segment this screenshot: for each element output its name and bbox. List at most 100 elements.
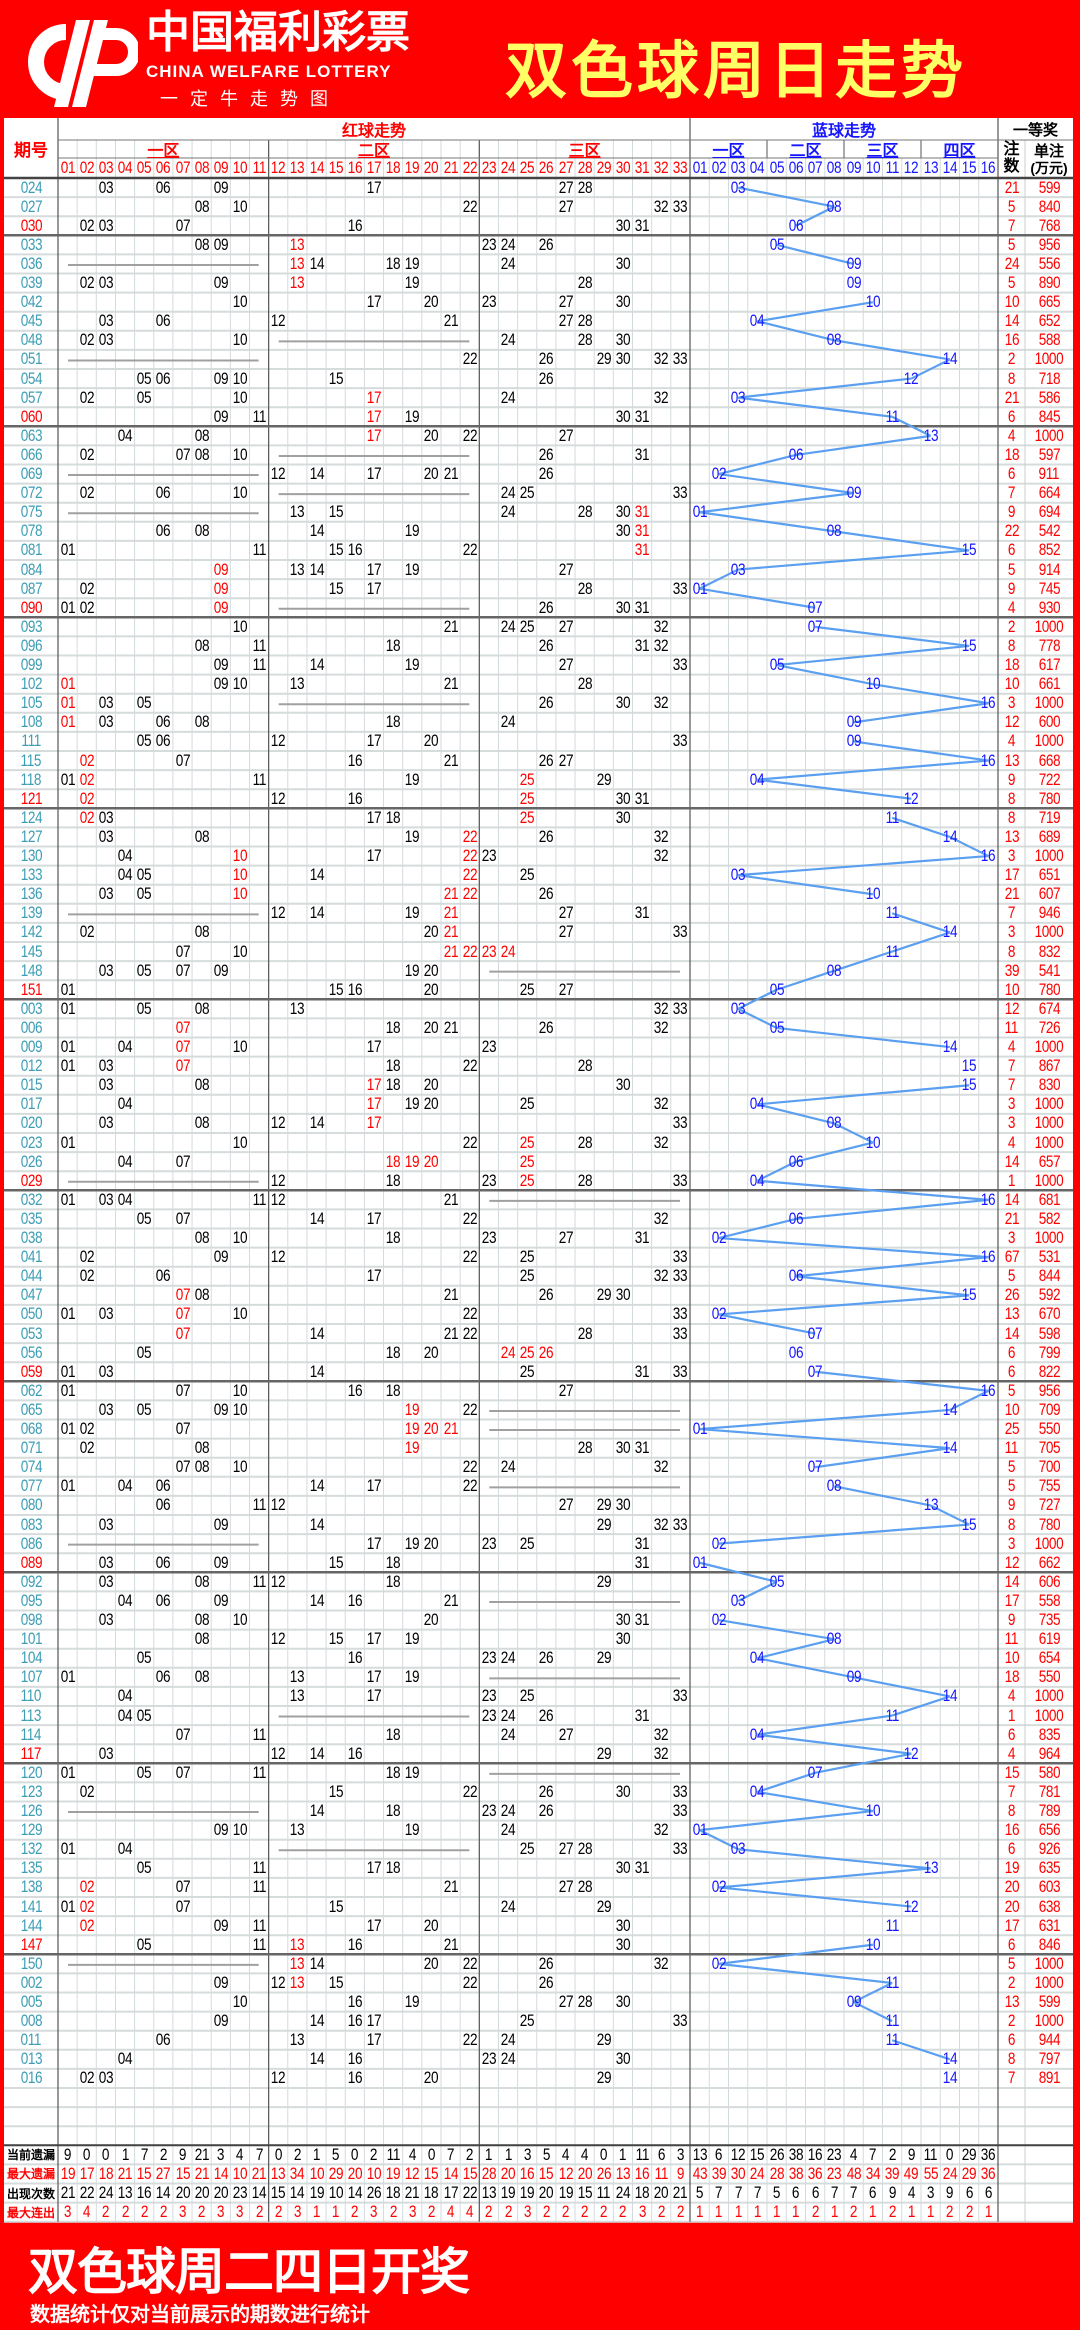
- red-ball-number-text: 03: [98, 311, 114, 331]
- period-number-text: 095: [20, 1590, 42, 1610]
- red-ball-number: 24: [498, 1801, 517, 1821]
- winners-count-text: 3: [1007, 1094, 1016, 1114]
- red-stat-value-text: 26: [596, 2163, 612, 2183]
- stats-row-label: 出现次数: [6, 2186, 55, 2201]
- red-ball-number: 03: [96, 2068, 115, 2088]
- red-ball-number-text: 24: [500, 941, 516, 961]
- period-number: 012: [4, 1056, 58, 1076]
- red-ball-number-text: 06: [156, 731, 171, 751]
- prize-amount: 681: [1025, 1190, 1073, 1209]
- red-ball-number: 15: [326, 502, 345, 522]
- red-stat-value: 15: [537, 2164, 556, 2183]
- winners-count: 14: [998, 1190, 1025, 1209]
- period-number: 144: [4, 1916, 58, 1935]
- red-ball-number-text: 10: [232, 196, 248, 216]
- red-stat-value: 2: [556, 2202, 575, 2222]
- prize-amount: 722: [1025, 770, 1073, 789]
- stats-row-label: 最大遗漏: [6, 2167, 55, 2182]
- red-ball-number-text: 17: [366, 425, 382, 445]
- prize-amount: 755: [1025, 1476, 1073, 1496]
- blue-stat-value-text: 1: [696, 2202, 704, 2222]
- blue-ball-number-text: 06: [788, 1342, 804, 1362]
- red-number-column-header-text: 26: [539, 158, 554, 177]
- welfare-lottery-logo-icon: [28, 20, 138, 107]
- blue-zone-2-header: 二区: [789, 143, 822, 160]
- prize-amount-text: 700: [1038, 1457, 1060, 1477]
- prize-amount-text: 1000: [1034, 1228, 1064, 1248]
- winners-count-text: 8: [1007, 368, 1016, 388]
- winners-count: 21: [998, 1209, 1025, 1228]
- red-ball-number-text: 08: [194, 1228, 209, 1248]
- winners-count: 8: [998, 369, 1025, 388]
- blue-stat-value-text: 23: [827, 2163, 842, 2183]
- red-ball-number: 07: [173, 1037, 192, 1057]
- red-stat-value-text: 2: [351, 2202, 359, 2222]
- red-ball-number-text: 26: [539, 826, 554, 846]
- period-number-text: 142: [20, 922, 42, 942]
- prize-amount: 674: [1025, 999, 1073, 1018]
- red-stat-value-text: 13: [481, 2183, 497, 2203]
- winners-count-text: 2: [1007, 349, 1016, 369]
- blue-stat-value-text: 5: [773, 2183, 781, 2203]
- red-ball-number: 07: [173, 1018, 192, 1037]
- blue-ball-number: 10: [863, 1133, 882, 1152]
- red-ball-number: 12: [269, 1744, 288, 1763]
- red-ball-number: 02: [77, 770, 96, 789]
- winners-count-text: 2: [1007, 2011, 1016, 2031]
- red-ball-number: 25: [518, 1152, 537, 1171]
- red-ball-number-text: 08: [194, 234, 209, 254]
- red-ball-number-text: 22: [462, 1457, 478, 1477]
- blue-ball-number-text: 03: [730, 559, 746, 579]
- red-stat-value: 13: [613, 2164, 632, 2183]
- red-ball-number-text: 30: [615, 597, 631, 617]
- period-number: 017: [4, 1094, 58, 1114]
- red-ball-number: 33: [671, 1839, 690, 1859]
- red-ball-number: 02: [77, 483, 96, 503]
- red-stat-value-text: 14: [251, 2183, 267, 2203]
- winners-count-text: 18: [1004, 655, 1019, 675]
- prize-amount-text: 1000: [1034, 1953, 1064, 1973]
- red-number-column-header-text: 23: [481, 158, 497, 177]
- red-ball-number: 08: [192, 445, 211, 464]
- period-number-text: 003: [20, 998, 42, 1018]
- red-ball-number-text: 03: [98, 693, 114, 713]
- red-ball-number: 07: [173, 961, 192, 980]
- red-ball-number-text: 18: [385, 1858, 401, 1878]
- red-ball-number: 20: [422, 1075, 441, 1095]
- red-ball-number-text: 07: [175, 1896, 190, 1916]
- prize-amount-text: 964: [1038, 1743, 1060, 1763]
- red-stat-value-text: 2: [581, 2202, 589, 2222]
- winners-count: 3: [998, 846, 1025, 866]
- red-ball-number: 33: [671, 197, 690, 216]
- red-ball-number: 13: [288, 560, 307, 579]
- red-ball-number-text: 06: [156, 1667, 171, 1687]
- red-ball-number: 14: [307, 1515, 326, 1534]
- blue-ball-number: 03: [729, 560, 748, 579]
- red-ball-number-text: 17: [366, 2011, 382, 2031]
- red-ball-number: 20: [422, 292, 441, 312]
- red-ball-number: 14: [307, 2049, 326, 2069]
- prize-amount-text: 1000: [1034, 693, 1064, 713]
- period-number-text: 111: [21, 731, 41, 751]
- winners-count: 5: [998, 235, 1025, 254]
- red-ball-number-text: 04: [117, 425, 133, 445]
- red-ball-number-text: 03: [98, 1075, 114, 1095]
- red-ball-number: 32: [652, 349, 671, 369]
- red-stat-value: 21: [192, 2164, 211, 2183]
- prize-amount: 1000: [1025, 1228, 1073, 1248]
- red-ball-number-text: 01: [60, 1304, 75, 1324]
- red-ball-number: 21: [441, 1591, 460, 1610]
- red-ball-number: 11: [250, 540, 269, 560]
- red-ball-number-text: 02: [79, 807, 95, 827]
- blue-number-column-header-text: 14: [942, 158, 958, 177]
- red-number-column-header: 13: [288, 158, 307, 178]
- prize-amount: 550: [1025, 1667, 1073, 1687]
- red-stat-value: 21: [192, 2145, 211, 2164]
- red-ball-number-text: 30: [615, 693, 631, 713]
- red-number-column-header-text: 15: [328, 158, 343, 177]
- blue-stat-value-text: 36: [981, 2144, 996, 2164]
- red-ball-number-text: 02: [79, 1247, 95, 1267]
- red-ball-number: 30: [613, 789, 632, 808]
- winners-count-text: 1: [1007, 1170, 1016, 1190]
- red-ball-number-text: 33: [673, 1170, 688, 1190]
